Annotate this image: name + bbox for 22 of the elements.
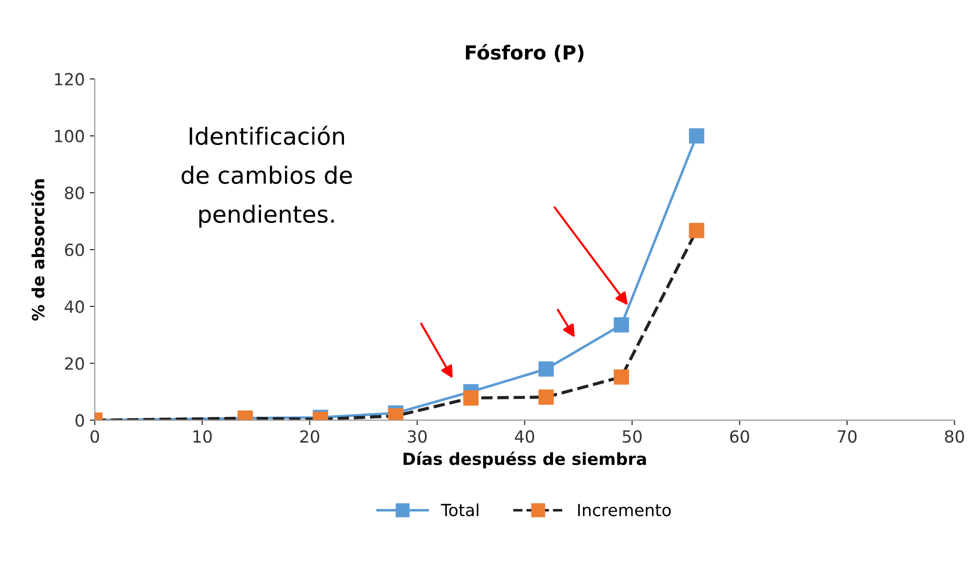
x-tick-label: 10 (193, 430, 212, 443)
x-tick-label: 0 (90, 430, 99, 443)
y-tick-label: 0 (76, 414, 84, 427)
x-tick-label: 40 (514, 430, 534, 443)
legend-label: Incremento (578, 504, 671, 516)
x-axis-title: Días despuéss de siembra (404, 452, 646, 468)
chart-title: Fósforo (P) (466, 44, 584, 62)
x-tick-label: 30 (408, 430, 427, 443)
y-tick-label: 100 (55, 130, 84, 142)
x-tick-label: 80 (945, 430, 964, 443)
y-tick-label: 20 (65, 357, 84, 370)
y-tick-label: 40 (64, 300, 84, 314)
x-tick-label: 60 (730, 430, 750, 443)
x-tick-label: 20 (300, 430, 320, 443)
y-tick-label: 60 (65, 244, 84, 256)
y-tick-label: 80 (64, 186, 84, 200)
legend-label: Total (440, 503, 478, 516)
y-axis-title: % de absorción (30, 179, 44, 321)
y-tick-label: 120 (55, 72, 84, 86)
x-tick-label: 70 (838, 430, 857, 443)
annotation: Identificación de cambios de pendientes. (182, 126, 352, 228)
x-tick-label: 50 (622, 430, 642, 443)
